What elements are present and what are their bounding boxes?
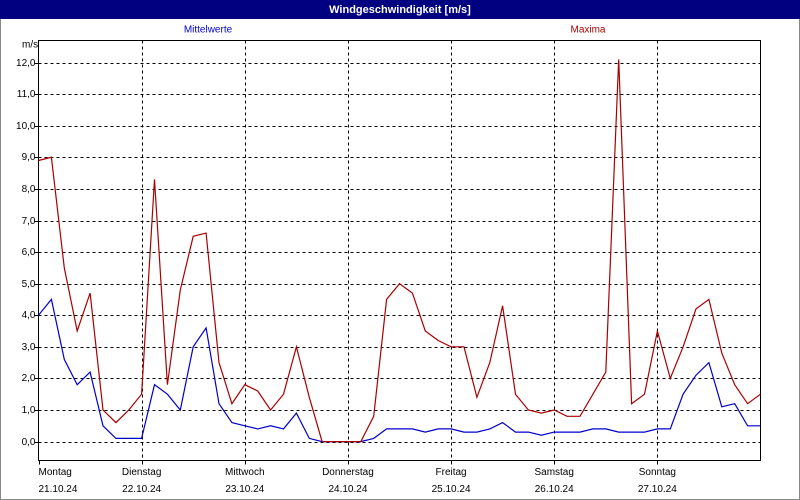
y-tick-label: 11,0 [17, 89, 36, 100]
y-tick-label: 12,0 [16, 58, 36, 69]
x-tick-date: 26.10.24 [535, 484, 574, 495]
x-tick-weekday: Sonntag [639, 467, 676, 478]
title-bar [0, 0, 800, 19]
legend-label: Mittelwerte [184, 25, 233, 36]
x-tick-date: 27.10.24 [638, 484, 677, 495]
chart-title: Windgeschwindigkeit [m/s] [329, 4, 471, 16]
legend-label: Maxima [570, 25, 605, 36]
x-tick-weekday: Freitag [436, 467, 467, 478]
y-tick-label: 4,0 [22, 310, 36, 321]
y-tick-label: 0,0 [22, 437, 36, 448]
x-tick-weekday: Donnerstag [322, 467, 374, 478]
plot-border [38, 40, 761, 461]
y-tick-label: 5,0 [22, 279, 36, 290]
series-line [38, 59, 761, 443]
x-tick-weekday: Dienstag [122, 467, 161, 478]
x-tick-date: 25.10.24 [432, 484, 471, 495]
y-tick-label: 3,0 [22, 342, 36, 353]
series-line [38, 298, 761, 443]
x-tick-weekday: Montag [39, 467, 72, 478]
y-tick-label: 1,0 [22, 405, 36, 416]
y-axis-label: m/s [22, 40, 38, 51]
y-tick-label: 8,0 [22, 184, 36, 195]
y-tick-label: 6,0 [22, 247, 36, 258]
x-tick-date: 22.10.24 [122, 484, 161, 495]
x-tick-weekday: Samstag [534, 467, 573, 478]
y-tick-label: 2,0 [22, 373, 36, 384]
y-tick-label: 7,0 [22, 216, 36, 227]
x-tick-date: 21.10.24 [39, 484, 78, 495]
y-tick-label: 10,0 [16, 121, 36, 132]
y-tick-label: 9,0 [22, 152, 36, 163]
x-tick-date: 23.10.24 [225, 484, 264, 495]
x-tick-weekday: Mittwoch [225, 467, 264, 478]
x-tick-date: 24.10.24 [328, 484, 367, 495]
